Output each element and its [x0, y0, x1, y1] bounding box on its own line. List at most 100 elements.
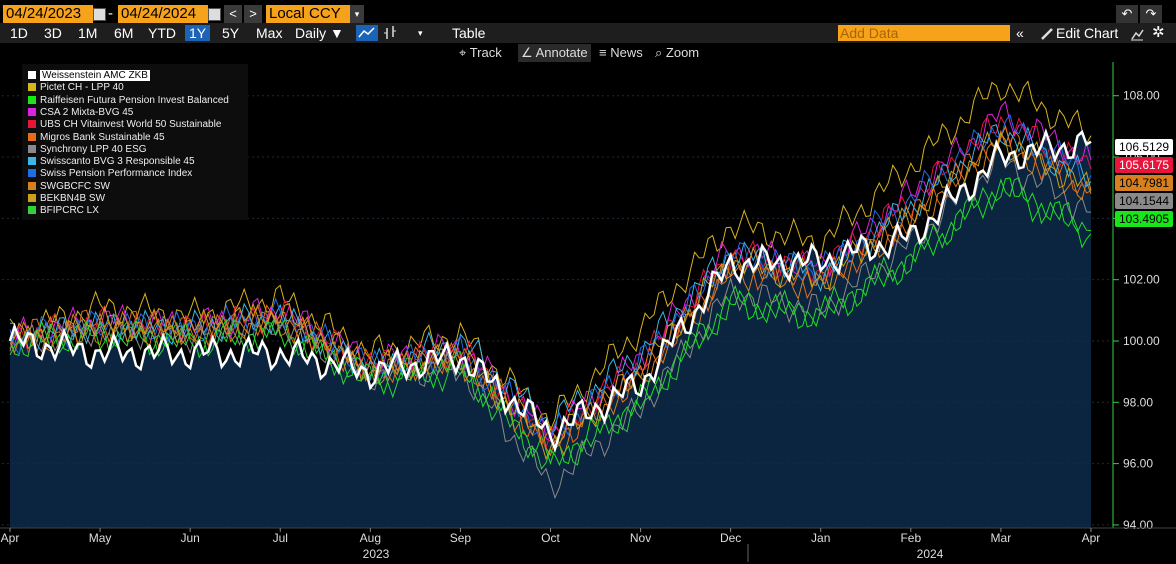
legend-swatch [28, 157, 36, 166]
legend-swatch [28, 83, 36, 92]
legend-label: Swisscanto BVG 3 Responsible 45 [40, 156, 195, 168]
annotation-toolbar: ⌖ Track ∠ Annotate ≡ News ⌕ Zoom [456, 44, 710, 62]
x-tick-label: Oct [541, 531, 560, 545]
price-tag-label: 104.1544 [1119, 194, 1169, 208]
y-tick-label: 96.00 [1123, 457, 1153, 471]
legend-label: Synchrony LPP 40 ESG [40, 143, 147, 155]
y-tick-label: 102.00 [1123, 273, 1160, 287]
line-chart-icon[interactable] [356, 25, 378, 41]
legend-label: SWGBCFC SW [40, 180, 110, 192]
gear-icon[interactable]: ✲ [1152, 24, 1165, 41]
news-label: News [610, 45, 643, 60]
x-tick-label: Jan [811, 531, 830, 545]
period-1d-button[interactable]: 1D [10, 25, 28, 41]
legend-label: Swiss Pension Performance Index [40, 168, 193, 180]
magnifier-icon: ⌕ [655, 45, 666, 60]
prev-period-button[interactable]: < [224, 5, 242, 23]
chart-type-dropdown[interactable]: ▾ [418, 28, 423, 38]
legend-swatch [28, 120, 36, 129]
price-tag [1115, 139, 1173, 155]
frequency-select[interactable]: Daily ▼ [295, 25, 344, 41]
pencil-icon[interactable] [1040, 27, 1054, 41]
period-ytd-button[interactable]: YTD [148, 25, 176, 41]
redo-icon[interactable]: ↷ [1140, 5, 1162, 23]
annotate-tool[interactable]: ∠ Annotate [518, 44, 591, 62]
legend-swatch [28, 144, 36, 153]
legend-item[interactable]: Raiffeisen Futura Pension Invest Balance… [28, 95, 229, 107]
price-tag-label: 104.7981 [1119, 176, 1169, 190]
price-tag-label: 105.6175 [1119, 158, 1169, 172]
price-tag [1115, 175, 1173, 191]
bar-chart-icon[interactable] [383, 25, 399, 41]
annotate-label: Annotate [535, 45, 588, 60]
y-tick-label: 104.00 [1123, 211, 1160, 225]
year-label: 2024 [917, 547, 944, 561]
legend-item[interactable]: BEKBN4B SW [28, 193, 105, 205]
crosshair-icon: ⌖ [459, 45, 470, 60]
period-1m-button[interactable]: 1M [78, 25, 98, 41]
period-toolbar: 1D 3D 1M 6M YTD 1Y 5Y Max Daily ▼ ▾ Tabl… [0, 23, 1176, 43]
calendar-icon[interactable] [93, 8, 106, 21]
legend-label: Migros Bank Sustainable 45 [40, 131, 165, 143]
period-5y-button[interactable]: 5Y [222, 25, 240, 41]
legend-swatch [28, 107, 36, 116]
legend-item[interactable]: Synchrony LPP 40 ESG [28, 144, 147, 156]
start-date-field[interactable]: 04/24/2023 [3, 5, 93, 23]
legend-item[interactable]: BFIPCRC LX [28, 205, 99, 217]
series-line [9, 177, 1092, 466]
y-tick-label: 100.00 [1123, 334, 1160, 348]
y-tick-label: 108.00 [1123, 89, 1160, 103]
legend-label: Weissenstein AMC ZKB [40, 70, 150, 81]
legend-label: CSA 2 Mixta-BVG 45 [40, 106, 134, 118]
legend-item[interactable]: Swisscanto BVG 3 Responsible 45 [28, 156, 195, 168]
period-6m-button[interactable]: 6M [114, 25, 134, 41]
legend-item[interactable]: Swiss Pension Performance Index [28, 168, 192, 180]
track-tool[interactable]: ⌖ Track [456, 44, 505, 62]
legend-item[interactable]: UBS CH Vitainvest World 50 Sustainable [28, 119, 221, 131]
legend-label: Raiffeisen Futura Pension Invest Balance… [40, 94, 229, 106]
period-3d-button[interactable]: 3D [44, 25, 62, 41]
undo-icon[interactable]: ↶ [1116, 5, 1138, 23]
price-tag [1115, 193, 1173, 209]
legend-swatch [28, 181, 36, 190]
legend-swatch [28, 194, 36, 202]
x-tick-label: Dec [720, 531, 741, 545]
period-1y-button[interactable]: 1Y [185, 25, 211, 41]
x-tick-label: Feb [900, 531, 921, 545]
legend-label: BEKBN4B SW [40, 193, 106, 204]
edit-chart-button[interactable]: Edit Chart [1056, 25, 1119, 41]
news-tool[interactable]: ≡ News [596, 44, 646, 62]
legend-item[interactable]: Pictet CH - LPP 40 [28, 82, 124, 94]
table-button[interactable]: Table [452, 25, 486, 41]
x-tick-label: May [89, 531, 112, 545]
x-tick-label: Mar [991, 531, 1012, 545]
period-max-button[interactable]: Max [256, 25, 283, 41]
x-tick-label: Aug [360, 531, 381, 545]
calendar-icon[interactable] [208, 8, 221, 21]
legend-label: UBS CH Vitainvest World 50 Sustainable [40, 119, 222, 131]
legend-item[interactable]: CSA 2 Mixta-BVG 45 [28, 107, 133, 119]
top-toolbar: 04/24/2023 - 04/24/2024 < > Local CCY ▾ … [0, 0, 1176, 23]
legend-swatch [28, 71, 36, 79]
zoom-tool[interactable]: ⌕ Zoom [652, 44, 702, 62]
end-date-field[interactable]: 04/24/2024 [118, 5, 208, 23]
collapse-icon[interactable]: « [1016, 25, 1024, 41]
y-tick-label: 98.00 [1123, 395, 1153, 409]
legend-item[interactable]: Weissenstein AMC ZKB [28, 70, 150, 82]
next-period-button[interactable]: > [244, 5, 262, 23]
price-tag [1115, 211, 1173, 227]
chart-settings-icon[interactable] [1130, 27, 1144, 41]
chevron-down-icon[interactable]: ▾ [350, 5, 364, 23]
x-tick-label: Sep [450, 531, 472, 545]
y-tick-label: 94.00 [1123, 518, 1153, 532]
chart-legend: Weissenstein AMC ZKB Pictet CH - LPP 40 Ra… [22, 64, 248, 220]
currency-select[interactable]: Local CCY [266, 5, 353, 23]
date-separator: - [108, 5, 113, 22]
price-tag-label: 106.5129 [1119, 140, 1169, 154]
x-tick-label: Apr [1, 531, 20, 545]
legend-item[interactable]: Migros Bank Sustainable 45 [28, 132, 165, 144]
x-tick-label: Nov [630, 531, 651, 545]
legend-item[interactable]: SWGBCFC SW [28, 181, 110, 193]
add-data-input[interactable]: Add Data [838, 25, 1010, 41]
annotate-icon: ∠ [521, 45, 536, 60]
